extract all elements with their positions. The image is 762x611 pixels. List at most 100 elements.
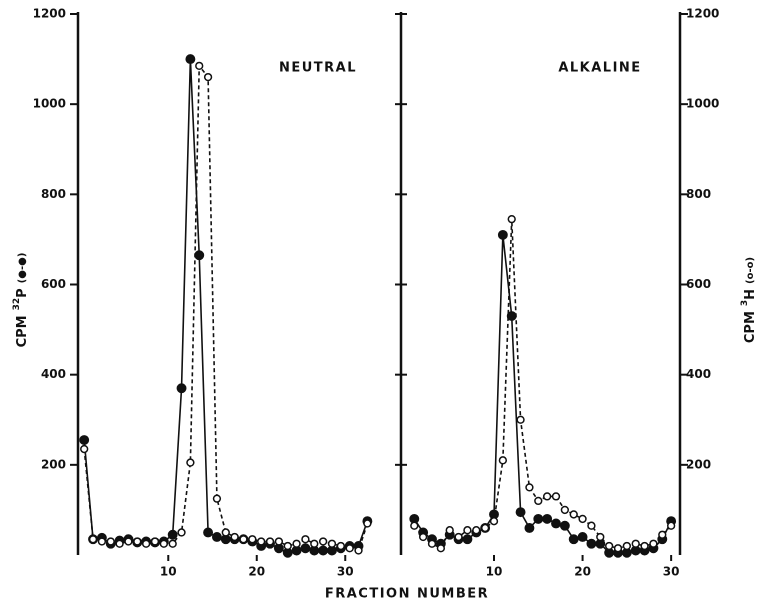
label-symbol: (o-o) (745, 257, 756, 284)
y2-tick-label: 1000 (686, 97, 719, 111)
point (559, 520, 570, 531)
point (498, 456, 508, 465)
y-tick-label: 800 (41, 187, 66, 201)
point (436, 544, 446, 553)
point (212, 494, 222, 503)
point (604, 541, 614, 551)
point (336, 541, 345, 551)
label-text: CPM (15, 315, 30, 347)
point (454, 532, 463, 542)
y2-tick-label: 600 (686, 277, 711, 291)
point (115, 539, 124, 548)
point (248, 535, 257, 544)
y-tick-label: 1000 (33, 97, 66, 111)
point (587, 521, 596, 530)
point (586, 538, 597, 549)
point (578, 514, 587, 524)
point (141, 539, 151, 548)
point (167, 529, 178, 540)
point (525, 483, 534, 492)
point (497, 229, 508, 240)
label-element: P (15, 288, 30, 298)
point (176, 383, 187, 394)
x-tick-label: 20 (574, 565, 591, 579)
point (159, 539, 168, 548)
point (318, 545, 329, 556)
point (230, 532, 239, 542)
point (445, 526, 454, 535)
point (257, 537, 266, 546)
point (292, 539, 301, 548)
point (463, 526, 472, 535)
point (542, 492, 552, 501)
point (489, 517, 499, 526)
y2-tick-label: 200 (686, 457, 711, 471)
point (203, 72, 213, 82)
point (569, 510, 578, 519)
x-tick-label: 10 (486, 565, 503, 579)
point (568, 534, 579, 545)
y-axis-label: CPM 32P (●-●) (12, 253, 30, 348)
label-mass: 3 (740, 300, 750, 306)
point (79, 435, 90, 445)
series-line (83, 59, 369, 554)
x-tick-label: 10 (160, 565, 177, 579)
point (462, 534, 473, 545)
point (194, 250, 205, 261)
point (203, 527, 214, 538)
point (354, 546, 363, 555)
point (666, 521, 676, 530)
y-tick-label: 200 (41, 457, 66, 471)
y-tick-label: 1200 (33, 7, 66, 21)
point (195, 61, 204, 70)
y2-tick-label: 800 (686, 187, 711, 201)
point (300, 543, 311, 554)
point (622, 541, 632, 551)
point (150, 537, 160, 546)
point (551, 492, 561, 501)
y-tick-label: 600 (41, 277, 66, 291)
point (345, 544, 354, 553)
point (560, 505, 570, 515)
x-tick-label: 30 (663, 565, 680, 579)
point (472, 526, 481, 535)
point (418, 532, 428, 542)
point (427, 539, 437, 548)
series-line (413, 219, 672, 550)
point (649, 539, 658, 548)
point (177, 528, 186, 537)
y-tick-label: 400 (41, 367, 66, 381)
point (480, 523, 490, 533)
point (97, 537, 107, 546)
series-line (413, 234, 672, 554)
point (265, 537, 275, 546)
point (596, 532, 605, 542)
point (551, 518, 561, 529)
panel-title: NEUTRAL (279, 61, 357, 76)
point (658, 530, 667, 539)
y2-axis-label: CPM 3H (o-o) (740, 257, 758, 343)
x-axis-label: FRACTION NUMBER (325, 587, 489, 602)
panel-title: ALKALINE (558, 61, 641, 76)
point (106, 537, 115, 546)
label-text: CPM (743, 311, 758, 343)
point (613, 544, 623, 553)
point (283, 541, 292, 551)
point (239, 535, 248, 544)
point (534, 496, 543, 506)
x-tick-label: 30 (337, 565, 354, 579)
point (301, 535, 310, 544)
point (168, 539, 177, 548)
point (124, 537, 133, 546)
point (318, 537, 328, 546)
point (631, 539, 640, 548)
point (410, 521, 419, 530)
point (515, 507, 526, 518)
point (524, 523, 535, 533)
point (506, 311, 517, 322)
point (211, 532, 222, 542)
point (186, 458, 195, 467)
label-element: H (743, 289, 758, 300)
point (363, 519, 372, 528)
